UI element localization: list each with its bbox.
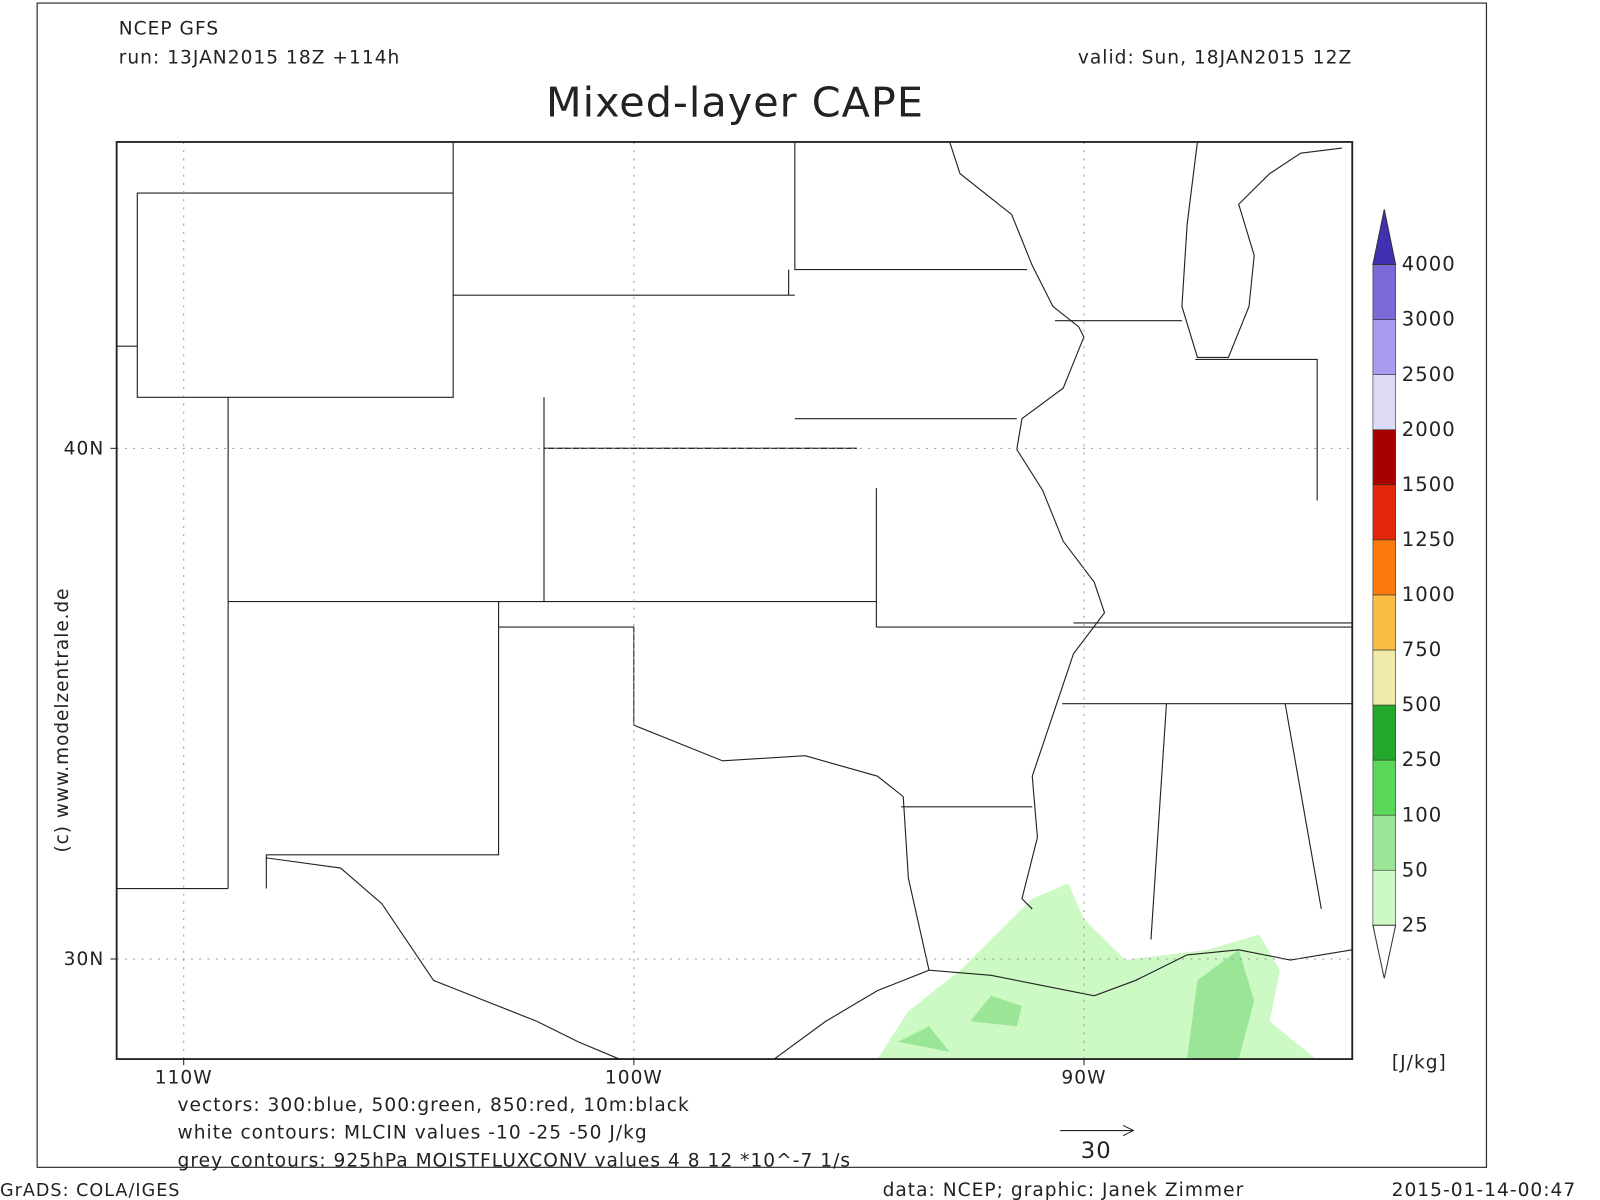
colorbar-label: 4000 xyxy=(1402,253,1456,276)
colorbar-box xyxy=(1372,319,1396,375)
reference-arrow xyxy=(1060,1124,1135,1137)
colorbar-box xyxy=(1372,759,1396,816)
colorbar-unit: [J/kg] xyxy=(1392,1052,1447,1073)
colorbar-box xyxy=(1372,594,1396,651)
x-tick-label: 100W xyxy=(605,1068,663,1089)
header-valid: valid: Sun, 18JAN2015 12Z xyxy=(1078,47,1352,68)
colorbar-label: 500 xyxy=(1402,693,1443,716)
colorbar-box xyxy=(1372,649,1396,706)
colorbar-box xyxy=(1372,814,1396,871)
colorbar-label: 100 xyxy=(1402,803,1443,826)
colorbar-box xyxy=(1372,704,1396,761)
colorbar-above xyxy=(1372,209,1397,266)
colorbar-label: 50 xyxy=(1402,858,1429,881)
boundaries xyxy=(116,141,1353,1060)
legend-grey-contours: grey contours: 925hPa MOISTFLUXCONV valu… xyxy=(178,1150,852,1171)
colorbar-box xyxy=(1372,429,1396,486)
colorbar-box xyxy=(1372,374,1396,431)
colorbar-box xyxy=(1372,869,1396,926)
colorbar-box xyxy=(1372,484,1396,541)
y-tick-label: 30N xyxy=(64,949,105,970)
colorbar-label: 1500 xyxy=(1402,473,1456,496)
colorbar-label: 2500 xyxy=(1402,363,1456,386)
legend-vectors: vectors: 300:blue, 500:green, 850:red, 1… xyxy=(178,1095,690,1116)
header-source: NCEP GFS xyxy=(119,19,219,40)
plot-border xyxy=(115,141,1354,1060)
colorbar-box xyxy=(1372,539,1396,596)
colorbar-label: 1250 xyxy=(1402,528,1456,551)
colorbar-label: 25 xyxy=(1402,914,1429,937)
x-tick-label: 110W xyxy=(155,1068,213,1089)
colorbar-box xyxy=(1372,264,1396,320)
colorbar: 25 50 100 250 500 750 1000 1250 1500 2000 2500 3000… xyxy=(1372,209,1456,979)
copyright: (c) www.modelzentrale.de xyxy=(52,587,73,852)
colorbar-label: 750 xyxy=(1402,638,1443,661)
cape-shading xyxy=(877,883,1317,1060)
footer-software: GrADS: COLA/IGES xyxy=(0,1181,180,1200)
frame xyxy=(36,2,1488,1168)
footer-credit: data: NCEP; graphic: Janek Zimmer xyxy=(883,1180,1245,1200)
reference-vector-label: 30 xyxy=(1081,1138,1112,1164)
colorbar-below xyxy=(1372,924,1397,979)
colorbar-label: 250 xyxy=(1402,748,1443,771)
x-tick-label: 90W xyxy=(1061,1068,1106,1089)
legend-white-contours: white contours: MLCIN values -10 -25 -50… xyxy=(178,1123,648,1144)
colorbar-label: 3000 xyxy=(1402,308,1456,331)
graticule: 110W 100W 90W 30N 40N xyxy=(64,141,1353,1089)
colorbar-label: 1000 xyxy=(1402,583,1456,606)
colorbar-label: 2000 xyxy=(1402,418,1456,441)
footer-timestamp: 2015-01-14-00:47 xyxy=(1392,1180,1577,1200)
header-run: run: 13JAN2015 18Z +114h xyxy=(119,47,401,68)
y-tick-label: 40N xyxy=(64,439,105,460)
title: Mixed-layer CAPE xyxy=(546,79,924,127)
